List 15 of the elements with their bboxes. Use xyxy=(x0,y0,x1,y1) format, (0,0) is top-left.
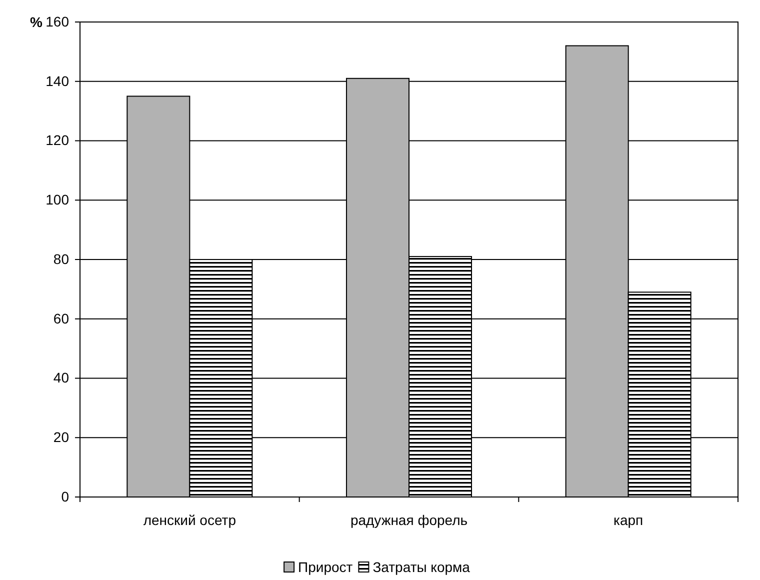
y-tick-label: 120 xyxy=(46,132,70,148)
y-tick-label: 160 xyxy=(46,13,70,30)
y-tick-label: 20 xyxy=(53,429,70,446)
y-axis-title: % xyxy=(30,14,43,30)
y-tick-label: 80 xyxy=(53,250,70,267)
y-tick-label: 0 xyxy=(61,488,70,504)
legend-label: Прирост xyxy=(298,559,354,575)
y-tick-label: 140 xyxy=(46,72,70,89)
x-tick-label: ленский осетр xyxy=(143,512,236,528)
y-tick-label: 100 xyxy=(46,192,70,208)
y-tick-label: 60 xyxy=(53,310,70,326)
y-tick-label: 40 xyxy=(53,370,70,386)
legend-label: Затраты корма xyxy=(372,559,470,575)
x-tick-label: карп xyxy=(614,512,644,528)
x-tick-label: радужная форель xyxy=(350,512,468,528)
